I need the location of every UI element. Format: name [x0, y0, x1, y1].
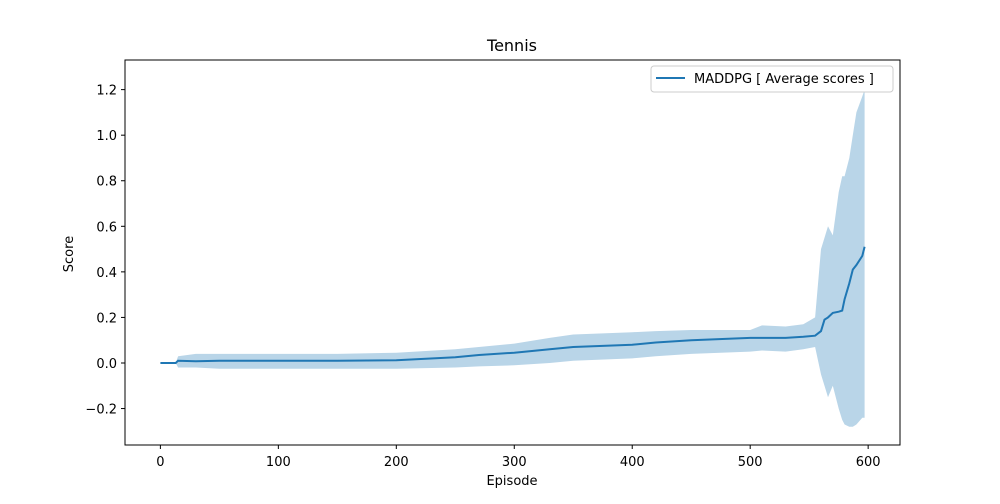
plot-frame: [124, 59, 901, 446]
y-tick-label: 0.2: [96, 311, 117, 326]
y-tick-label: 0.6: [96, 220, 117, 235]
y-tick-label: 0.8: [96, 175, 117, 190]
legend-label: MADDPG [ Average scores ]: [694, 72, 874, 87]
y-tick-label: 0.4: [96, 266, 117, 281]
y-tick-label: 1.2: [96, 84, 117, 99]
y-tick-label: 1.0: [96, 129, 117, 144]
x-tick-label: 100: [266, 455, 291, 470]
score-range-band: [160, 89, 865, 427]
average-score-line-layer: [160, 246, 866, 364]
legend-box: [650, 65, 894, 93]
x-axis-label: Episode: [486, 474, 537, 489]
legend: MADDPG [ Average scores ]: [650, 65, 894, 93]
x-axis-ticks: 0 100 200 300 400 500 600: [156, 445, 881, 470]
average-score-line: [160, 246, 866, 364]
x-tick-label: 600: [856, 455, 881, 470]
y-tick-label: −0.2: [85, 403, 117, 418]
x-tick-label: 500: [738, 455, 763, 470]
chart-title: Tennis: [486, 36, 537, 55]
x-tick-label: 300: [502, 455, 527, 470]
x-tick-label: 200: [384, 455, 409, 470]
x-tick-label: 0: [156, 455, 164, 470]
y-axis-ticks: −0.2 0.0 0.2 0.4 0.6 0.8 1.0 1.2: [85, 84, 125, 418]
x-tick-label: 400: [620, 455, 645, 470]
y-tick-label: 0.0: [96, 357, 117, 372]
y-axis-label: Score: [62, 236, 77, 272]
score-range-band-layer: [160, 89, 865, 427]
